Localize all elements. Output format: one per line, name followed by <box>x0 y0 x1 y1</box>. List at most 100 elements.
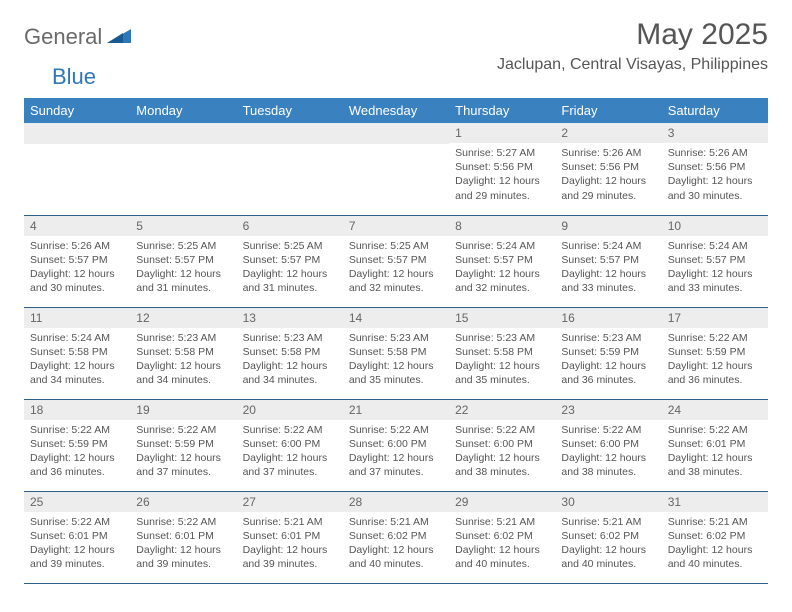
sunset-line: Sunset: 5:57 PM <box>455 253 549 267</box>
sunset-line: Sunset: 5:59 PM <box>30 437 124 451</box>
day-cell: 21Sunrise: 5:22 AMSunset: 6:00 PMDayligh… <box>343 399 449 491</box>
daylight-line: Daylight: 12 hours and 37 minutes. <box>243 451 337 479</box>
day-cell: 3Sunrise: 5:26 AMSunset: 5:56 PMDaylight… <box>662 123 768 215</box>
daylight-line: Daylight: 12 hours and 37 minutes. <box>349 451 443 479</box>
day-cell: 30Sunrise: 5:21 AMSunset: 6:02 PMDayligh… <box>555 491 661 583</box>
day-cell: 28Sunrise: 5:21 AMSunset: 6:02 PMDayligh… <box>343 491 449 583</box>
sunset-line: Sunset: 5:57 PM <box>349 253 443 267</box>
daylight-line: Daylight: 12 hours and 33 minutes. <box>668 267 762 295</box>
daylight-line: Daylight: 12 hours and 39 minutes. <box>30 543 124 571</box>
day-body: Sunrise: 5:24 AMSunset: 5:57 PMDaylight:… <box>555 236 661 302</box>
sunrise-line: Sunrise: 5:25 AM <box>349 239 443 253</box>
day-number: 28 <box>343 492 449 512</box>
dow-friday: Friday <box>555 98 661 123</box>
brand-triangle-icon <box>107 27 131 48</box>
location: Jaclupan, Central Visayas, Philippines <box>497 56 768 74</box>
daylight-line: Daylight: 12 hours and 32 minutes. <box>455 267 549 295</box>
daylight-line: Daylight: 12 hours and 30 minutes. <box>30 267 124 295</box>
day-body: Sunrise: 5:23 AMSunset: 5:58 PMDaylight:… <box>130 328 236 394</box>
sunset-line: Sunset: 6:01 PM <box>30 529 124 543</box>
sunrise-line: Sunrise: 5:24 AM <box>455 239 549 253</box>
sunset-line: Sunset: 5:58 PM <box>136 345 230 359</box>
day-body: Sunrise: 5:22 AMSunset: 6:01 PMDaylight:… <box>662 420 768 486</box>
sunset-line: Sunset: 5:58 PM <box>30 345 124 359</box>
dow-tuesday: Tuesday <box>237 98 343 123</box>
sunrise-line: Sunrise: 5:22 AM <box>455 423 549 437</box>
dow-sunday: Sunday <box>24 98 130 123</box>
brand-part2: Blue <box>52 64 96 90</box>
daylight-line: Daylight: 12 hours and 34 minutes. <box>30 359 124 387</box>
day-number: 29 <box>449 492 555 512</box>
day-cell: 6Sunrise: 5:25 AMSunset: 5:57 PMDaylight… <box>237 215 343 307</box>
daylight-line: Daylight: 12 hours and 34 minutes. <box>243 359 337 387</box>
day-number: 24 <box>662 400 768 420</box>
sunset-line: Sunset: 5:57 PM <box>243 253 337 267</box>
day-number: 18 <box>24 400 130 420</box>
day-number: 14 <box>343 308 449 328</box>
sunrise-line: Sunrise: 5:23 AM <box>349 331 443 345</box>
day-cell: 13Sunrise: 5:23 AMSunset: 5:58 PMDayligh… <box>237 307 343 399</box>
day-number: 12 <box>130 308 236 328</box>
day-body: Sunrise: 5:22 AMSunset: 6:00 PMDaylight:… <box>555 420 661 486</box>
sunrise-line: Sunrise: 5:22 AM <box>136 423 230 437</box>
day-body: Sunrise: 5:22 AMSunset: 6:00 PMDaylight:… <box>449 420 555 486</box>
daylight-line: Daylight: 12 hours and 33 minutes. <box>561 267 655 295</box>
sunset-line: Sunset: 5:58 PM <box>349 345 443 359</box>
daylight-line: Daylight: 12 hours and 38 minutes. <box>561 451 655 479</box>
sunrise-line: Sunrise: 5:22 AM <box>349 423 443 437</box>
calendar-row: 1Sunrise: 5:27 AMSunset: 5:56 PMDaylight… <box>24 123 768 215</box>
day-body: Sunrise: 5:24 AMSunset: 5:57 PMDaylight:… <box>449 236 555 302</box>
sunset-line: Sunset: 6:02 PM <box>668 529 762 543</box>
daylight-line: Daylight: 12 hours and 38 minutes. <box>668 451 762 479</box>
sunset-line: Sunset: 6:02 PM <box>561 529 655 543</box>
brand-logo: General <box>24 18 133 50</box>
sunset-line: Sunset: 5:57 PM <box>30 253 124 267</box>
day-cell: 15Sunrise: 5:23 AMSunset: 5:58 PMDayligh… <box>449 307 555 399</box>
day-number: 5 <box>130 216 236 236</box>
day-body: Sunrise: 5:25 AMSunset: 5:57 PMDaylight:… <box>237 236 343 302</box>
daylight-line: Daylight: 12 hours and 36 minutes. <box>30 451 124 479</box>
day-number: 13 <box>237 308 343 328</box>
day-cell: 18Sunrise: 5:22 AMSunset: 5:59 PMDayligh… <box>24 399 130 491</box>
day-number: 1 <box>449 123 555 143</box>
dow-monday: Monday <box>130 98 236 123</box>
sunset-line: Sunset: 6:01 PM <box>243 529 337 543</box>
blank-cell <box>24 123 130 215</box>
day-number: 27 <box>237 492 343 512</box>
day-number: 15 <box>449 308 555 328</box>
day-cell: 11Sunrise: 5:24 AMSunset: 5:58 PMDayligh… <box>24 307 130 399</box>
daylight-line: Daylight: 12 hours and 31 minutes. <box>243 267 337 295</box>
day-number: 8 <box>449 216 555 236</box>
sunrise-line: Sunrise: 5:22 AM <box>243 423 337 437</box>
calendar-row: 18Sunrise: 5:22 AMSunset: 5:59 PMDayligh… <box>24 399 768 491</box>
daylight-line: Daylight: 12 hours and 40 minutes. <box>668 543 762 571</box>
blank-cell <box>237 123 343 215</box>
sunset-line: Sunset: 6:01 PM <box>668 437 762 451</box>
sunrise-line: Sunrise: 5:23 AM <box>243 331 337 345</box>
day-cell: 16Sunrise: 5:23 AMSunset: 5:59 PMDayligh… <box>555 307 661 399</box>
day-number: 9 <box>555 216 661 236</box>
daylight-line: Daylight: 12 hours and 40 minutes. <box>455 543 549 571</box>
calendar-body: 1Sunrise: 5:27 AMSunset: 5:56 PMDaylight… <box>24 123 768 583</box>
day-number: 11 <box>24 308 130 328</box>
daylight-line: Daylight: 12 hours and 36 minutes. <box>561 359 655 387</box>
day-number: 26 <box>130 492 236 512</box>
daylight-line: Daylight: 12 hours and 40 minutes. <box>349 543 443 571</box>
day-cell: 25Sunrise: 5:22 AMSunset: 6:01 PMDayligh… <box>24 491 130 583</box>
daylight-line: Daylight: 12 hours and 29 minutes. <box>455 174 549 202</box>
day-number: 16 <box>555 308 661 328</box>
day-number: 31 <box>662 492 768 512</box>
day-number: 22 <box>449 400 555 420</box>
sunrise-line: Sunrise: 5:25 AM <box>136 239 230 253</box>
sunrise-line: Sunrise: 5:25 AM <box>243 239 337 253</box>
sunrise-line: Sunrise: 5:21 AM <box>668 515 762 529</box>
day-body: Sunrise: 5:22 AMSunset: 5:59 PMDaylight:… <box>130 420 236 486</box>
day-body: Sunrise: 5:22 AMSunset: 6:01 PMDaylight:… <box>130 512 236 578</box>
sunset-line: Sunset: 5:59 PM <box>136 437 230 451</box>
day-body: Sunrise: 5:23 AMSunset: 5:58 PMDaylight:… <box>449 328 555 394</box>
day-number: 30 <box>555 492 661 512</box>
sunrise-line: Sunrise: 5:26 AM <box>668 146 762 160</box>
sunrise-line: Sunrise: 5:21 AM <box>455 515 549 529</box>
day-cell: 23Sunrise: 5:22 AMSunset: 6:00 PMDayligh… <box>555 399 661 491</box>
sunset-line: Sunset: 6:00 PM <box>561 437 655 451</box>
